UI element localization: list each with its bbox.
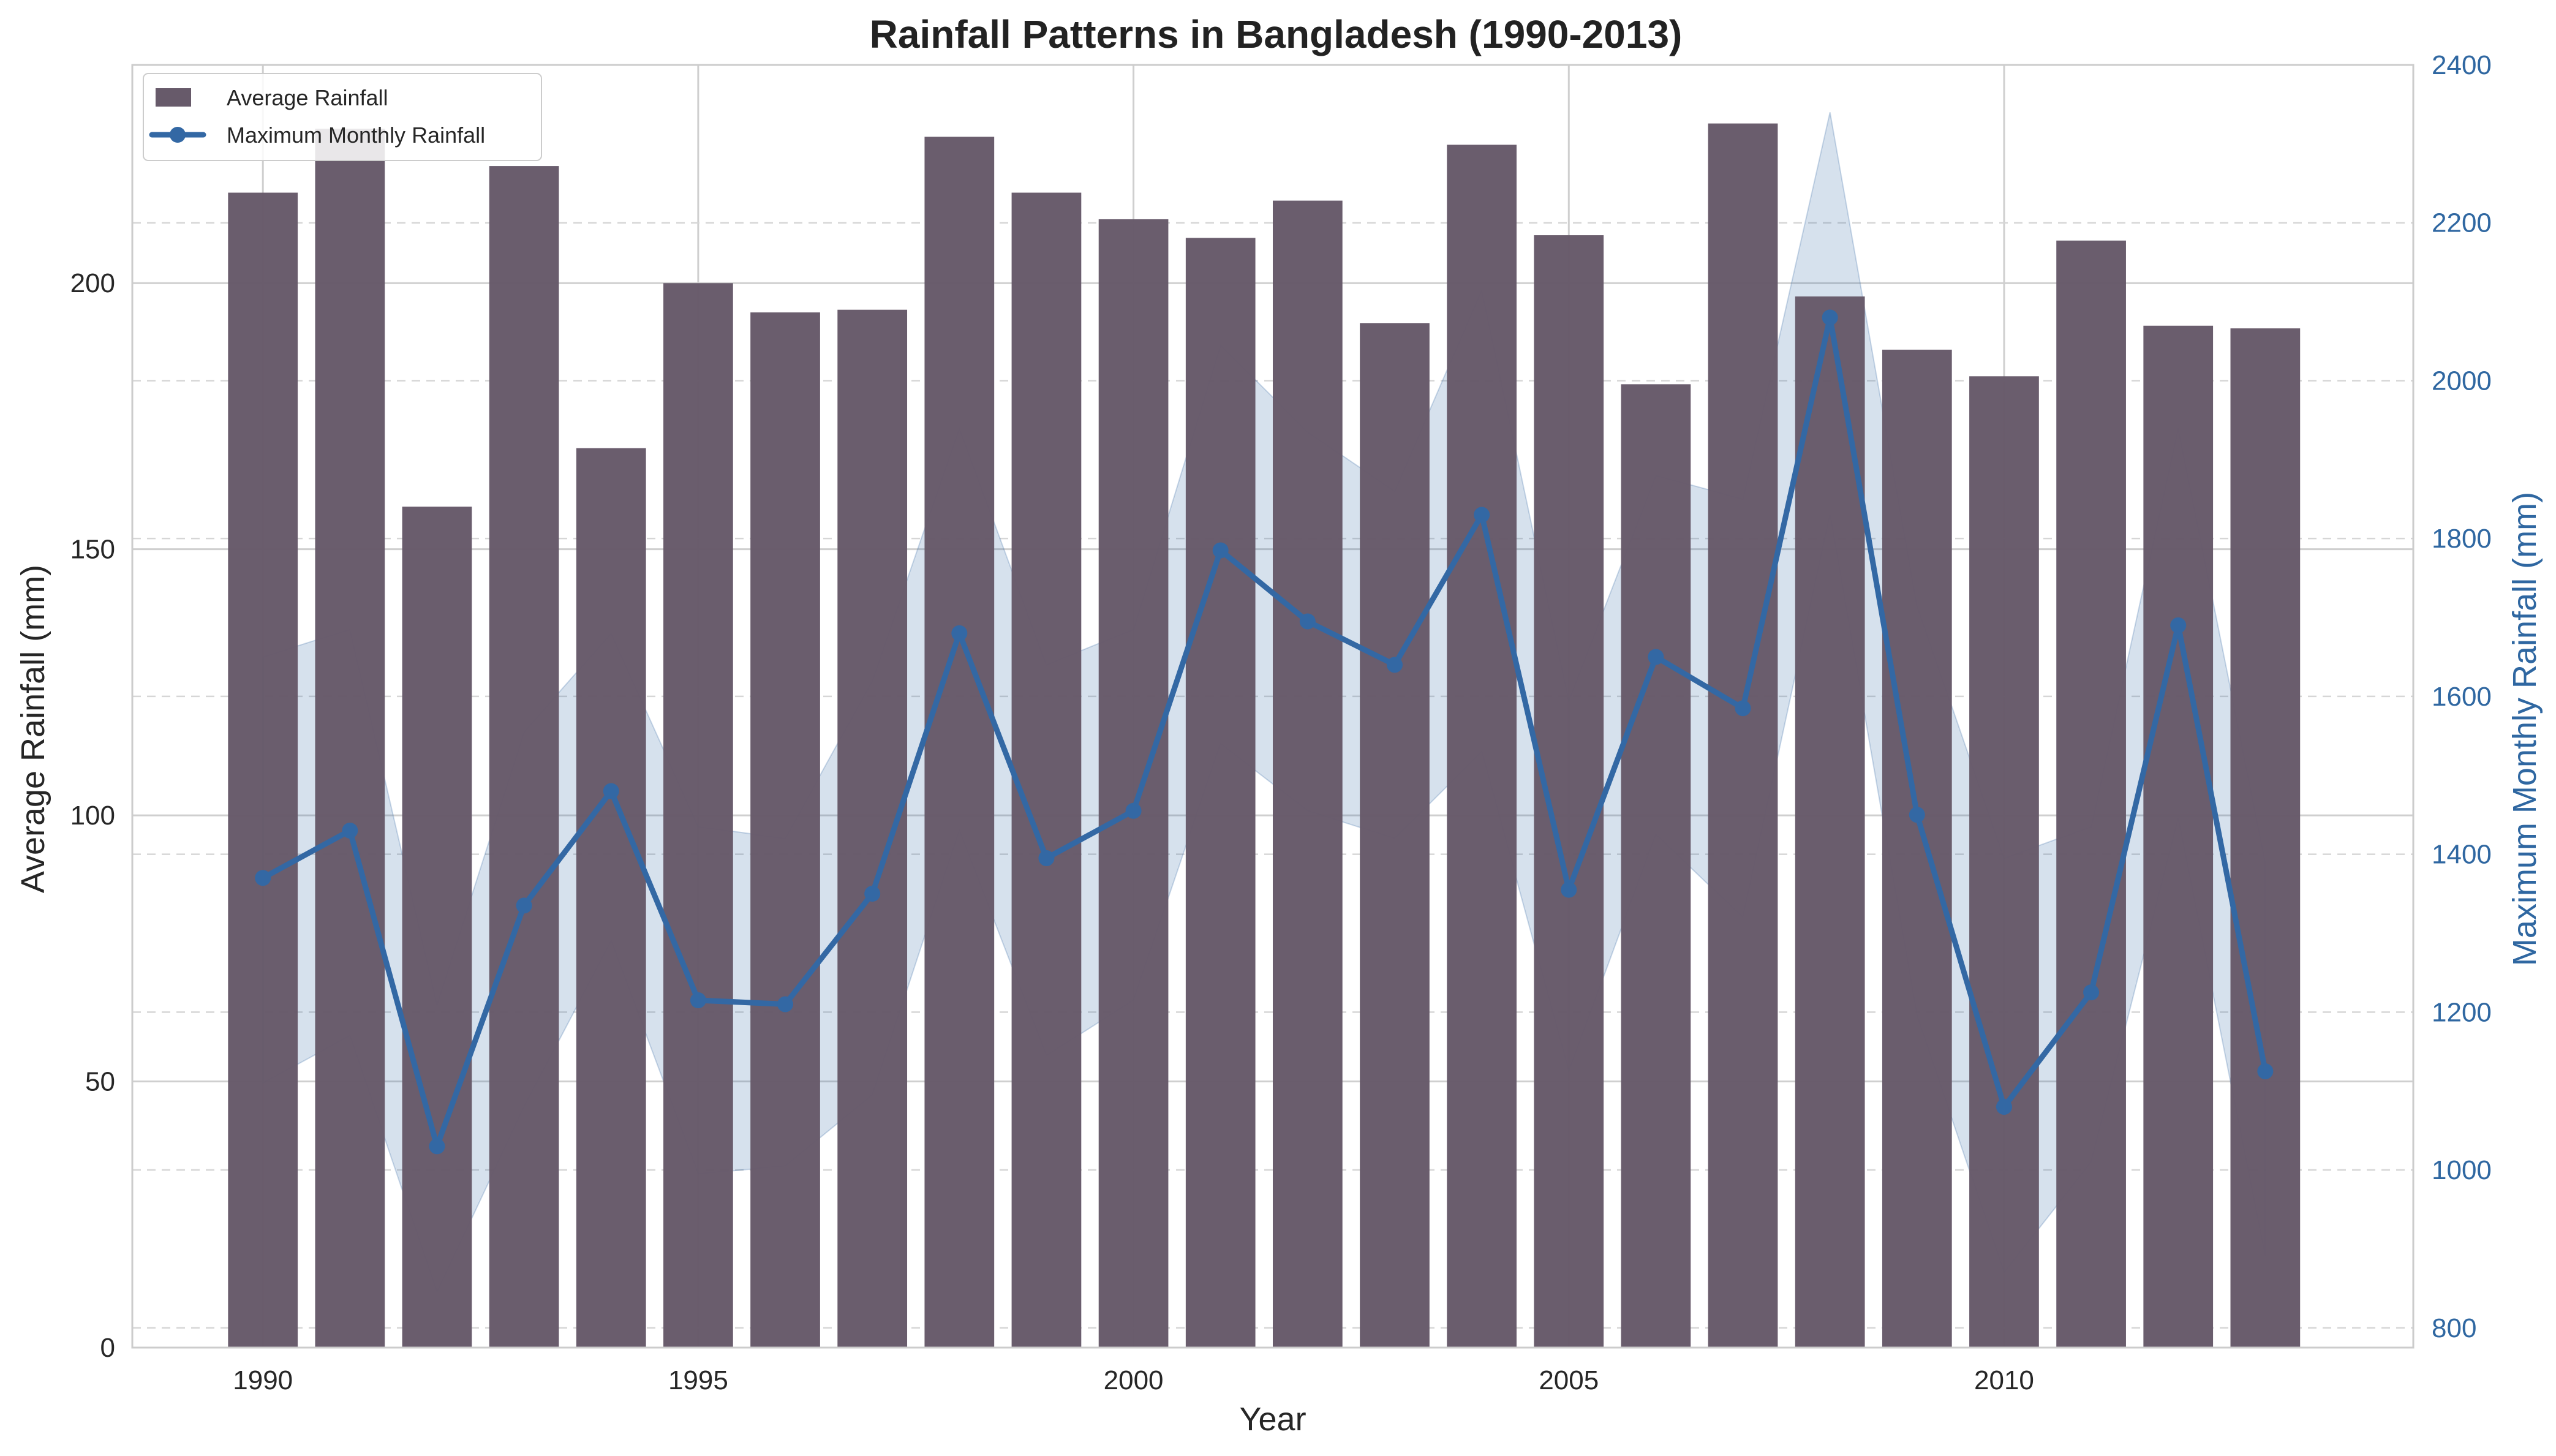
- point-max-rainfall-2007: [1735, 700, 1751, 717]
- point-max-rainfall-2009: [1909, 807, 1925, 823]
- bar-average-rainfall-2007: [1708, 123, 1778, 1348]
- legend-marker-max-rainfall: [170, 127, 186, 143]
- bar-average-rainfall-2013: [2230, 328, 2301, 1348]
- bar-average-rainfall-2010: [1969, 376, 2039, 1348]
- point-max-rainfall-2003: [1386, 657, 1403, 673]
- point-max-rainfall-1990: [255, 870, 271, 886]
- bar-average-rainfall-2001: [1185, 238, 1256, 1348]
- point-max-rainfall-1991: [342, 822, 358, 839]
- y2-tick-label: 1600: [2432, 682, 2492, 712]
- bar-average-rainfall-2003: [1360, 323, 1430, 1348]
- bar-average-rainfall-2000: [1098, 219, 1169, 1348]
- point-max-rainfall-2013: [2257, 1063, 2274, 1079]
- y2-tick-label: 2000: [2432, 366, 2492, 396]
- plot-frame: [131, 64, 2415, 1349]
- bar-average-rainfall-1991: [315, 129, 385, 1348]
- bar-average-rainfall-2009: [1882, 349, 1952, 1348]
- legend-label-average-rainfall: Average Rainfall: [227, 85, 388, 110]
- y-tick-label: 150: [70, 535, 115, 565]
- y2-tick-label: 2400: [2432, 50, 2492, 80]
- bar-average-rainfall-2002: [1273, 200, 1343, 1348]
- point-max-rainfall-2010: [1996, 1098, 2012, 1115]
- point-max-rainfall-1997: [864, 886, 881, 902]
- y2-tick-label: 1400: [2432, 840, 2492, 870]
- bar-average-rainfall-2008: [1795, 296, 1865, 1348]
- x-axis-label: Year: [1239, 1401, 1306, 1438]
- bar-average-rainfall-1990: [228, 192, 298, 1348]
- legend-box: [143, 73, 542, 161]
- y-tick-label: 50: [85, 1067, 115, 1097]
- legend-swatch-average-rainfall: [156, 88, 191, 107]
- point-max-rainfall-1998: [951, 625, 968, 641]
- bar-average-rainfall-2011: [2056, 240, 2126, 1348]
- x-tick-label: 2005: [1539, 1365, 1599, 1395]
- max-rainfall-polyline: [260, 314, 2268, 1149]
- point-max-rainfall-1999: [1038, 850, 1055, 867]
- bar-average-rainfall-1998: [924, 137, 995, 1348]
- y-axis-label: Average Rainfall (mm): [15, 565, 51, 893]
- point-max-rainfall-1992: [429, 1138, 445, 1155]
- y-tick-label: 0: [100, 1333, 115, 1363]
- bar-average-rainfall-1994: [576, 448, 646, 1348]
- point-max-rainfall-2008: [1822, 309, 1838, 326]
- bars: [228, 123, 2301, 1348]
- point-max-rainfall-2006: [1648, 649, 1664, 665]
- point-max-rainfall-2012: [2170, 617, 2187, 633]
- x-tick-label: 1995: [668, 1365, 728, 1395]
- x-tick-label: 2000: [1104, 1365, 1164, 1395]
- point-max-rainfall-1995: [690, 992, 706, 1009]
- y2-axis-label: Maximum Monthly Rainfall (mm): [2506, 492, 2543, 966]
- x-tick-label: 1990: [233, 1365, 293, 1395]
- max-rainfall-line: [255, 309, 2274, 1155]
- y-tick-labels: 0 50 100 150 200: [70, 268, 115, 1363]
- y2-tick-labels: 800 1000 1200 1400 1600 1800 2000 2200 2400: [2432, 50, 2492, 1343]
- bar-average-rainfall-1999: [1011, 192, 1082, 1348]
- x-tick-labels: 1990 1995 2000 2005 2010: [233, 1365, 2034, 1395]
- bar-average-rainfall-2004: [1447, 145, 1517, 1348]
- bar-average-rainfall-1993: [489, 166, 559, 1348]
- bar-average-rainfall-1995: [663, 283, 733, 1348]
- point-max-rainfall-2002: [1299, 613, 1316, 630]
- y2-tick-label: 2200: [2432, 208, 2492, 238]
- legend-label-max-rainfall: Maximum Monthly Rainfall: [227, 123, 485, 148]
- point-max-rainfall-2001: [1212, 542, 1229, 559]
- point-max-rainfall-2005: [1561, 881, 1577, 898]
- y2-tick-label: 1800: [2432, 524, 2492, 554]
- y-tick-label: 200: [70, 268, 115, 298]
- y2-tick-label: 1200: [2432, 997, 2492, 1027]
- legend: Average Rainfall Maximum Monthly Rainfal…: [143, 73, 542, 161]
- y-tick-label: 100: [70, 801, 115, 831]
- point-max-rainfall-1996: [777, 996, 794, 1013]
- bar-average-rainfall-1996: [750, 312, 820, 1348]
- point-max-rainfall-2011: [2083, 984, 2100, 1001]
- y2-tick-label: 800: [2432, 1313, 2476, 1343]
- point-max-rainfall-1993: [516, 897, 532, 914]
- bar-average-rainfall-2012: [2143, 325, 2214, 1348]
- point-max-rainfall-2000: [1125, 802, 1142, 819]
- point-max-rainfall-2004: [1474, 507, 1490, 523]
- bar-average-rainfall-2006: [1621, 384, 1691, 1348]
- chart-title: Rainfall Patterns in Bangladesh (1990-20…: [870, 12, 1683, 56]
- y2-tick-label: 1000: [2432, 1155, 2492, 1185]
- x-tick-label: 2010: [1974, 1365, 2034, 1395]
- point-max-rainfall-1994: [603, 783, 619, 799]
- bar-average-rainfall-1992: [402, 507, 472, 1348]
